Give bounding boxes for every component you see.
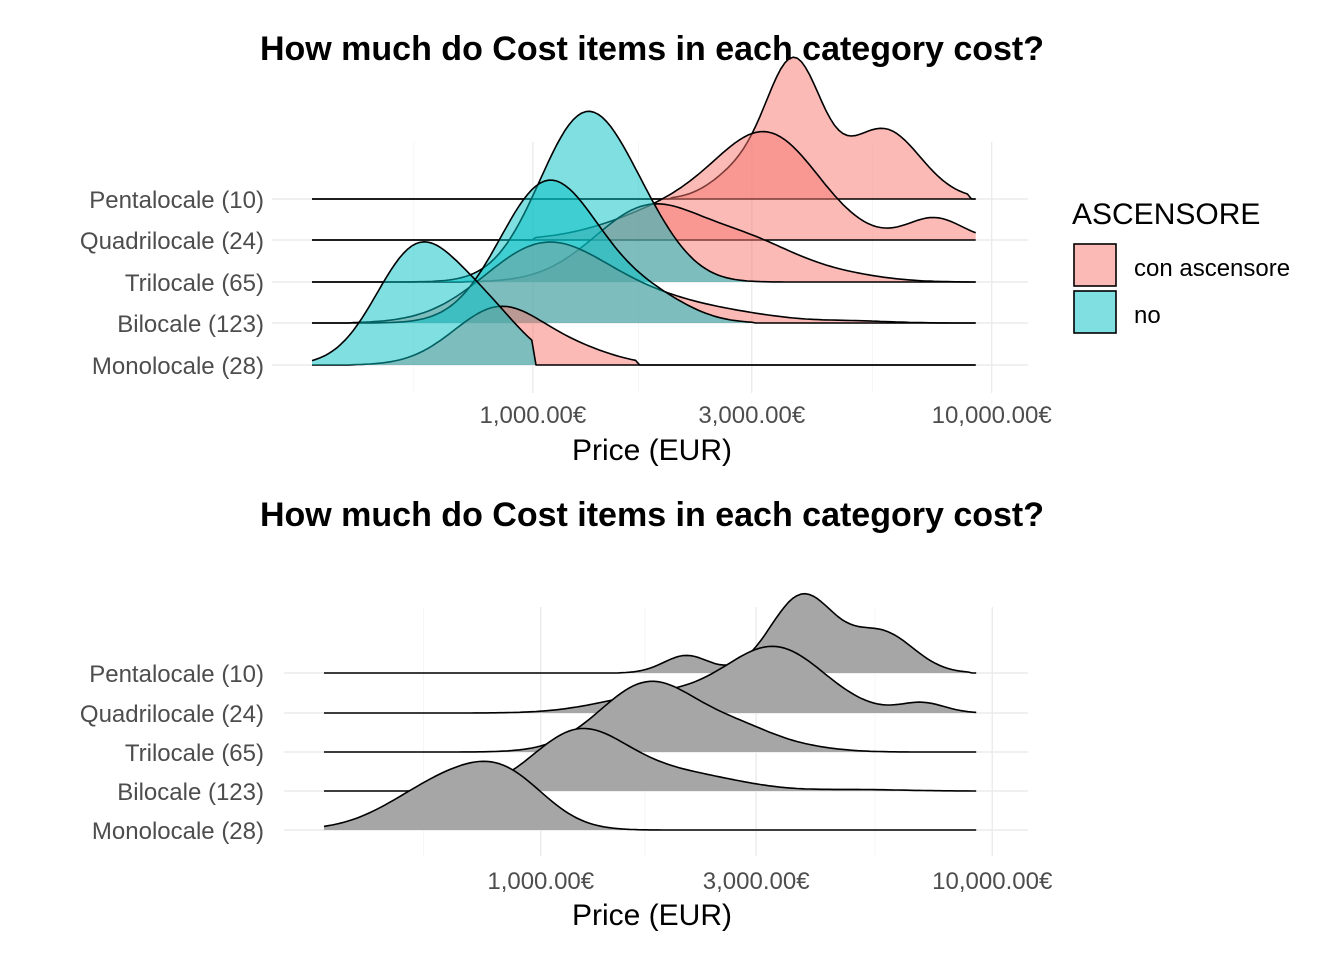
x-tick-label: 3,000.00€ <box>703 868 810 895</box>
ridges-2 <box>323 592 977 831</box>
ridge-outline <box>311 241 976 366</box>
ridges-1 <box>311 56 977 366</box>
x-tick-labels-2: 1,000.00€ 3,000.00€ 10,000.00€ <box>487 868 1053 895</box>
y-tick-label: Quadrilocale (24) <box>80 228 264 255</box>
x-tick-label: 3,000.00€ <box>698 402 805 429</box>
panel-2: How much do Cost items in each category … <box>80 496 1053 932</box>
ridge-fill <box>312 131 976 240</box>
ridge-outline <box>324 592 977 674</box>
legend-title: ASCENSORE <box>1072 198 1260 231</box>
ridge-outline <box>323 760 977 831</box>
x-tick-labels-1: 1,000.00€ 3,000.00€ 10,000.00€ <box>479 402 1052 429</box>
x-axis-label-2: Price (EUR) <box>572 899 732 932</box>
y-tick-label: Quadrilocale (24) <box>80 701 264 728</box>
ridge-fill <box>324 646 977 713</box>
legend-key-no <box>1073 290 1117 334</box>
x-tick-label: 10,000.00€ <box>932 402 1053 429</box>
x-tick-label: 10,000.00€ <box>932 868 1053 895</box>
x-tick-label: 1,000.00€ <box>479 402 586 429</box>
ridge-outline <box>324 680 977 753</box>
legend-label-no: no <box>1134 302 1161 329</box>
y-tick-label: Bilocale (123) <box>117 779 264 806</box>
panel-1: How much do Cost items in each category … <box>80 30 1290 467</box>
y-tick-label: Pentalocale (10) <box>89 187 264 214</box>
y-tick-label: Pentalocale (10) <box>89 661 264 688</box>
y-tick-labels-1: Monolocale (28) Bilocale (123) Trilocale… <box>80 187 264 380</box>
y-tick-label: Monolocale (28) <box>92 818 264 845</box>
ridge-fill <box>312 241 976 365</box>
ridge-fill <box>324 728 977 791</box>
chart-title-1: How much do Cost items in each category … <box>260 30 1044 68</box>
y-tick-label: Bilocale (123) <box>117 311 264 338</box>
legend-label-con-ascensore: con ascensore <box>1134 255 1290 282</box>
y-tick-label: Monolocale (28) <box>92 353 264 380</box>
chart-title-2: How much do Cost items in each category … <box>260 496 1044 534</box>
ridge-fill <box>312 57 976 200</box>
ridge-fill <box>324 761 977 830</box>
ridge-fill <box>312 111 976 282</box>
legend: ASCENSORE con ascensore no <box>1072 198 1290 334</box>
ridge-fill <box>324 593 977 673</box>
x-axis-label-1: Price (EUR) <box>572 434 732 467</box>
y-tick-labels-2: Monolocale (28) Bilocale (123) Trilocale… <box>80 661 264 845</box>
ridge-fill <box>324 681 977 752</box>
y-tick-label: Trilocale (65) <box>125 740 264 767</box>
legend-key-con-ascensore <box>1073 243 1117 287</box>
y-tick-label: Trilocale (65) <box>125 270 264 297</box>
x-tick-label: 1,000.00€ <box>487 868 594 895</box>
